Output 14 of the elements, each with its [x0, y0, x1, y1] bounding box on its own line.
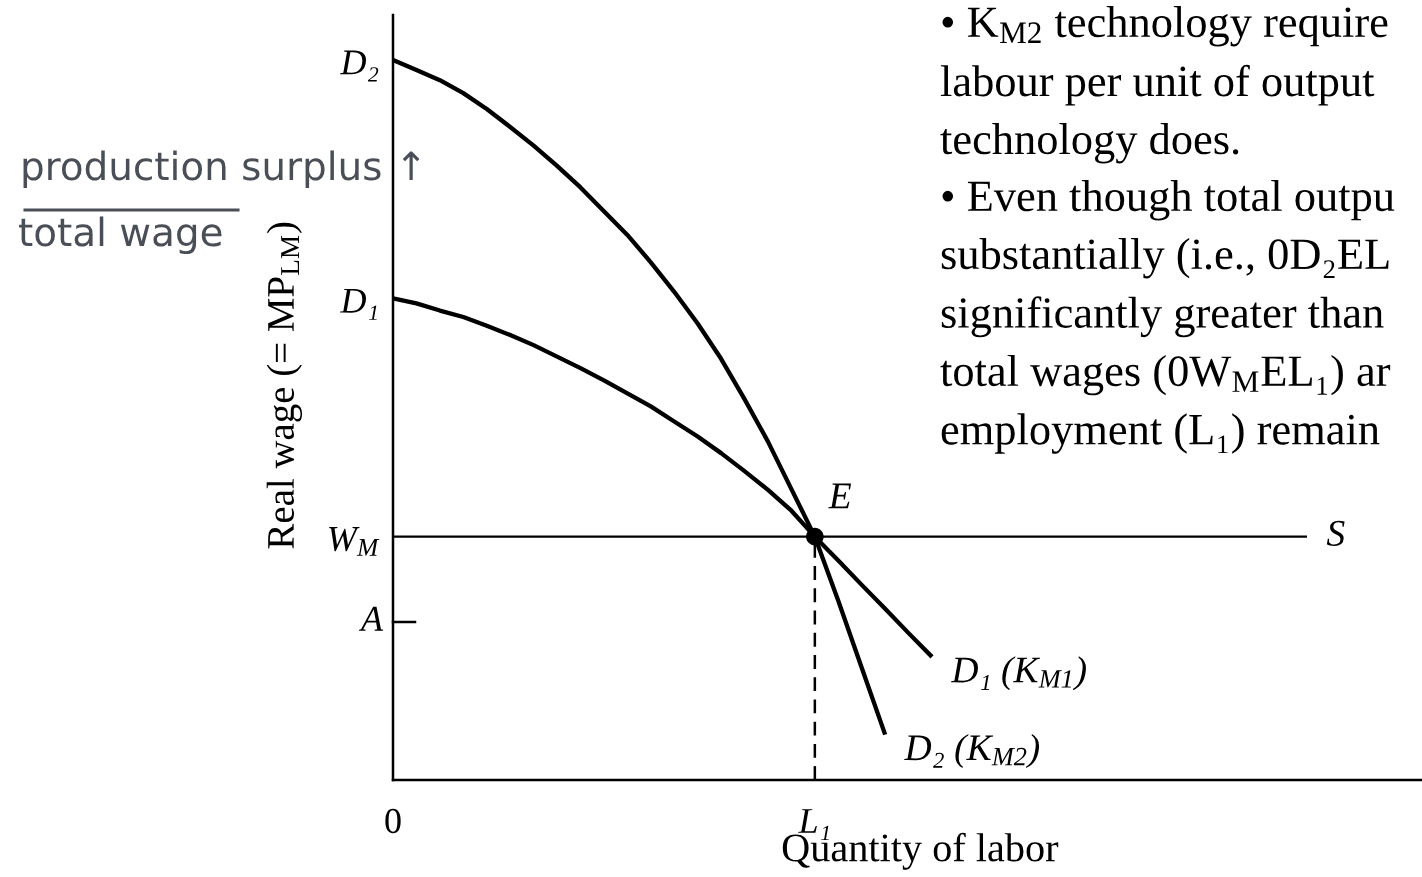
annotation: production surplus ↑ — [23, 150, 420, 189]
annotation: • Even though total outpu substantially (i.e., 0D₂EL significantly greater than total wages (0W$_{M}$EL₁) ar employment (L₁) remain — [940, 180, 1395, 454]
annotation: • K$_{M2}$ technology require labour per unit of output technology does. — [940, 6, 1388, 164]
series-label: D₁ (K$_{M1}$) — [951, 656, 1086, 691]
y-axis-title: Real wage (= MP$_{LM}$) — [266, 222, 303, 549]
annotation: W$_{M}$ — [329, 527, 380, 556]
series-label: S — [1326, 520, 1345, 547]
series-label: D₂ (K$_{M2}$) — [904, 734, 1040, 769]
text: total wage — [19, 216, 222, 255]
series-label: E — [828, 483, 852, 509]
x-tick-label: 0 — [385, 808, 401, 834]
annotation: A — [358, 606, 384, 631]
annotation: D₂ — [340, 50, 379, 82]
annotation: D₁ — [340, 288, 377, 320]
